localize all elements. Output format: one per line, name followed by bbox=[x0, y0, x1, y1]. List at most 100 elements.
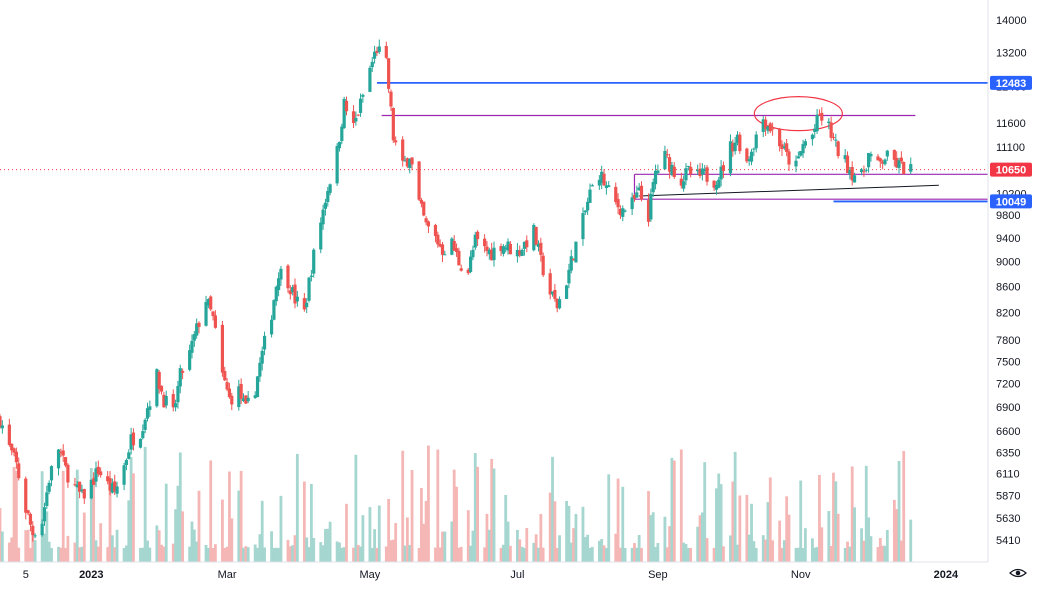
candle-body bbox=[588, 189, 592, 203]
volume-bar bbox=[225, 546, 229, 562]
volume-bar bbox=[670, 457, 674, 562]
candle-body bbox=[272, 300, 276, 320]
settings-eye-icon[interactable] bbox=[1009, 568, 1027, 578]
volume-bar bbox=[869, 536, 873, 562]
volume-bar bbox=[715, 488, 718, 562]
y-tick-label: 7800 bbox=[996, 335, 1020, 347]
volume-bar bbox=[99, 523, 103, 562]
candle-body bbox=[712, 180, 716, 188]
volume-bar bbox=[590, 546, 594, 562]
candle-body bbox=[375, 50, 379, 53]
volume-bar bbox=[291, 545, 295, 562]
candle-body bbox=[253, 395, 257, 398]
candle-body bbox=[698, 168, 702, 176]
candle-body bbox=[476, 231, 480, 240]
candle-body bbox=[672, 166, 676, 177]
candle-body bbox=[14, 451, 18, 463]
candle-body bbox=[794, 160, 798, 167]
candle-body bbox=[138, 438, 143, 448]
candle-body bbox=[780, 144, 784, 149]
volume-bar bbox=[319, 542, 323, 562]
volume-bar bbox=[307, 547, 311, 562]
volume-bar bbox=[401, 450, 405, 562]
candle-body bbox=[209, 296, 213, 310]
candle-body bbox=[24, 478, 28, 513]
volume-bar bbox=[684, 543, 688, 562]
volume-bar bbox=[17, 547, 21, 562]
volume-bar bbox=[155, 525, 159, 562]
volume-bar bbox=[504, 494, 508, 562]
volume-bar bbox=[799, 480, 803, 562]
candle-body bbox=[717, 179, 721, 188]
volume-bar bbox=[630, 547, 634, 562]
volume-bar bbox=[160, 544, 163, 562]
volume-bar bbox=[29, 547, 32, 562]
volume-bar bbox=[682, 542, 686, 562]
candle-body bbox=[649, 193, 653, 220]
candle-body bbox=[623, 210, 627, 212]
candle-body bbox=[277, 278, 281, 291]
candle-body bbox=[836, 141, 840, 157]
volume-bar bbox=[12, 466, 16, 562]
candle-body bbox=[274, 286, 278, 302]
volume-bar bbox=[516, 529, 519, 562]
volume-bar bbox=[89, 468, 93, 562]
price-badge-box bbox=[990, 162, 1032, 177]
volume-bar bbox=[359, 546, 362, 562]
candle-body bbox=[602, 173, 606, 186]
candle-body bbox=[632, 194, 637, 199]
y-tick-label: 8600 bbox=[996, 282, 1020, 294]
volume-bar bbox=[541, 547, 545, 562]
volume-bar bbox=[574, 513, 578, 562]
volume-bar bbox=[391, 539, 395, 562]
volume-bar bbox=[122, 547, 126, 562]
volume-bar bbox=[768, 477, 772, 562]
candle-body bbox=[829, 122, 833, 138]
volume-bar bbox=[345, 503, 348, 562]
volume-bar bbox=[43, 533, 46, 562]
candle-body bbox=[164, 396, 168, 406]
volume-bar bbox=[473, 453, 477, 562]
candle-body bbox=[504, 247, 508, 250]
volume-bar bbox=[689, 547, 693, 562]
volume-bar bbox=[490, 458, 494, 562]
candle-body bbox=[59, 451, 63, 454]
volume-bar bbox=[370, 547, 374, 562]
volume-bar bbox=[698, 515, 702, 562]
x-tick-label: Jul bbox=[510, 569, 524, 581]
candle-body bbox=[597, 179, 601, 186]
candle-body bbox=[106, 476, 110, 482]
volume-bar bbox=[24, 530, 28, 562]
y-tick-label: 5630 bbox=[996, 513, 1020, 525]
volume-bar bbox=[604, 547, 608, 562]
candle-body bbox=[28, 513, 33, 525]
volume-bar bbox=[237, 490, 241, 562]
volume-bar bbox=[722, 546, 725, 562]
volume-bar bbox=[408, 544, 412, 562]
volume-bar bbox=[321, 545, 325, 562]
candle-body bbox=[501, 246, 505, 254]
volume-bar bbox=[902, 450, 906, 562]
volume-bar bbox=[164, 483, 168, 562]
volume-bar bbox=[820, 527, 824, 562]
candle-body bbox=[909, 164, 913, 172]
volume-bar bbox=[881, 545, 885, 562]
volume-bar bbox=[33, 540, 37, 562]
volume-bar bbox=[492, 468, 496, 562]
volume-bar bbox=[539, 513, 543, 562]
candle-body bbox=[0, 416, 2, 428]
volume-bar bbox=[246, 547, 250, 562]
candle-body bbox=[689, 166, 693, 174]
volume-bar bbox=[834, 481, 838, 562]
candle-body bbox=[10, 443, 14, 451]
volume-bar bbox=[239, 470, 243, 562]
price-badge-label: 10049 bbox=[996, 196, 1027, 208]
candle-body bbox=[190, 340, 194, 353]
volume-bar bbox=[213, 544, 217, 562]
candle-body bbox=[508, 244, 512, 255]
volume-bar bbox=[115, 529, 119, 562]
volume-bar bbox=[457, 547, 461, 562]
volume-bar bbox=[508, 545, 512, 562]
